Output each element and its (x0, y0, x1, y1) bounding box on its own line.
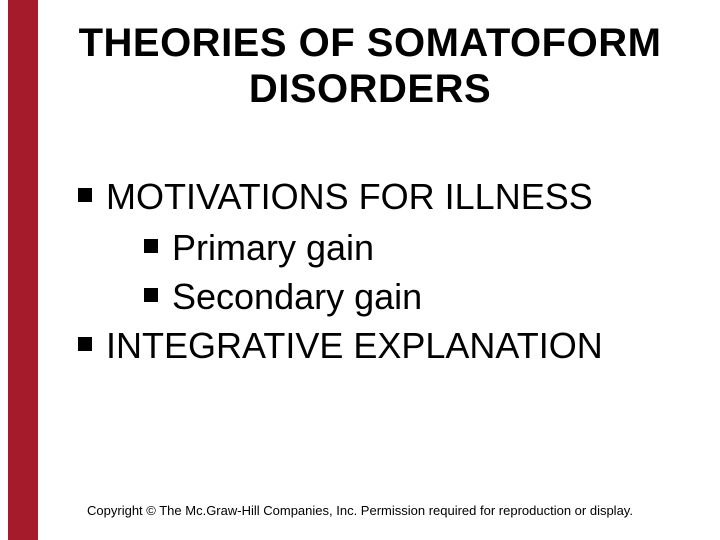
bullet-level2: Primary gain (144, 225, 690, 270)
square-bullet-icon (78, 337, 92, 356)
title-line-2: DISORDERS (249, 67, 491, 111)
slide: THEORIES OF SOMATOFORM DISORDERS MOTIVAT… (0, 0, 720, 540)
bullet-text: INTEGRATIVE EXPLANATION (106, 323, 603, 368)
bullet-text: Secondary gain (172, 274, 422, 319)
square-bullet-icon (78, 188, 92, 207)
title-line-1: THEORIES OF SOMATOFORM (79, 21, 662, 65)
copyright-footer: Copyright © The Mc.Graw-Hill Companies, … (0, 503, 720, 518)
bullet-level1: MOTIVATIONS FOR ILLNESS (78, 174, 690, 219)
bullet-level2: Secondary gain (144, 274, 690, 319)
slide-title: THEORIES OF SOMATOFORM DISORDERS (50, 20, 690, 112)
bullet-text: MOTIVATIONS FOR ILLNESS (106, 174, 593, 219)
square-bullet-icon (144, 239, 158, 258)
bullet-text: Primary gain (172, 225, 374, 270)
square-bullet-icon (144, 288, 158, 307)
footer-text: Copyright © The Mc.Graw-Hill Companies, … (87, 503, 633, 518)
bullet-level1: INTEGRATIVE EXPLANATION (78, 323, 690, 368)
